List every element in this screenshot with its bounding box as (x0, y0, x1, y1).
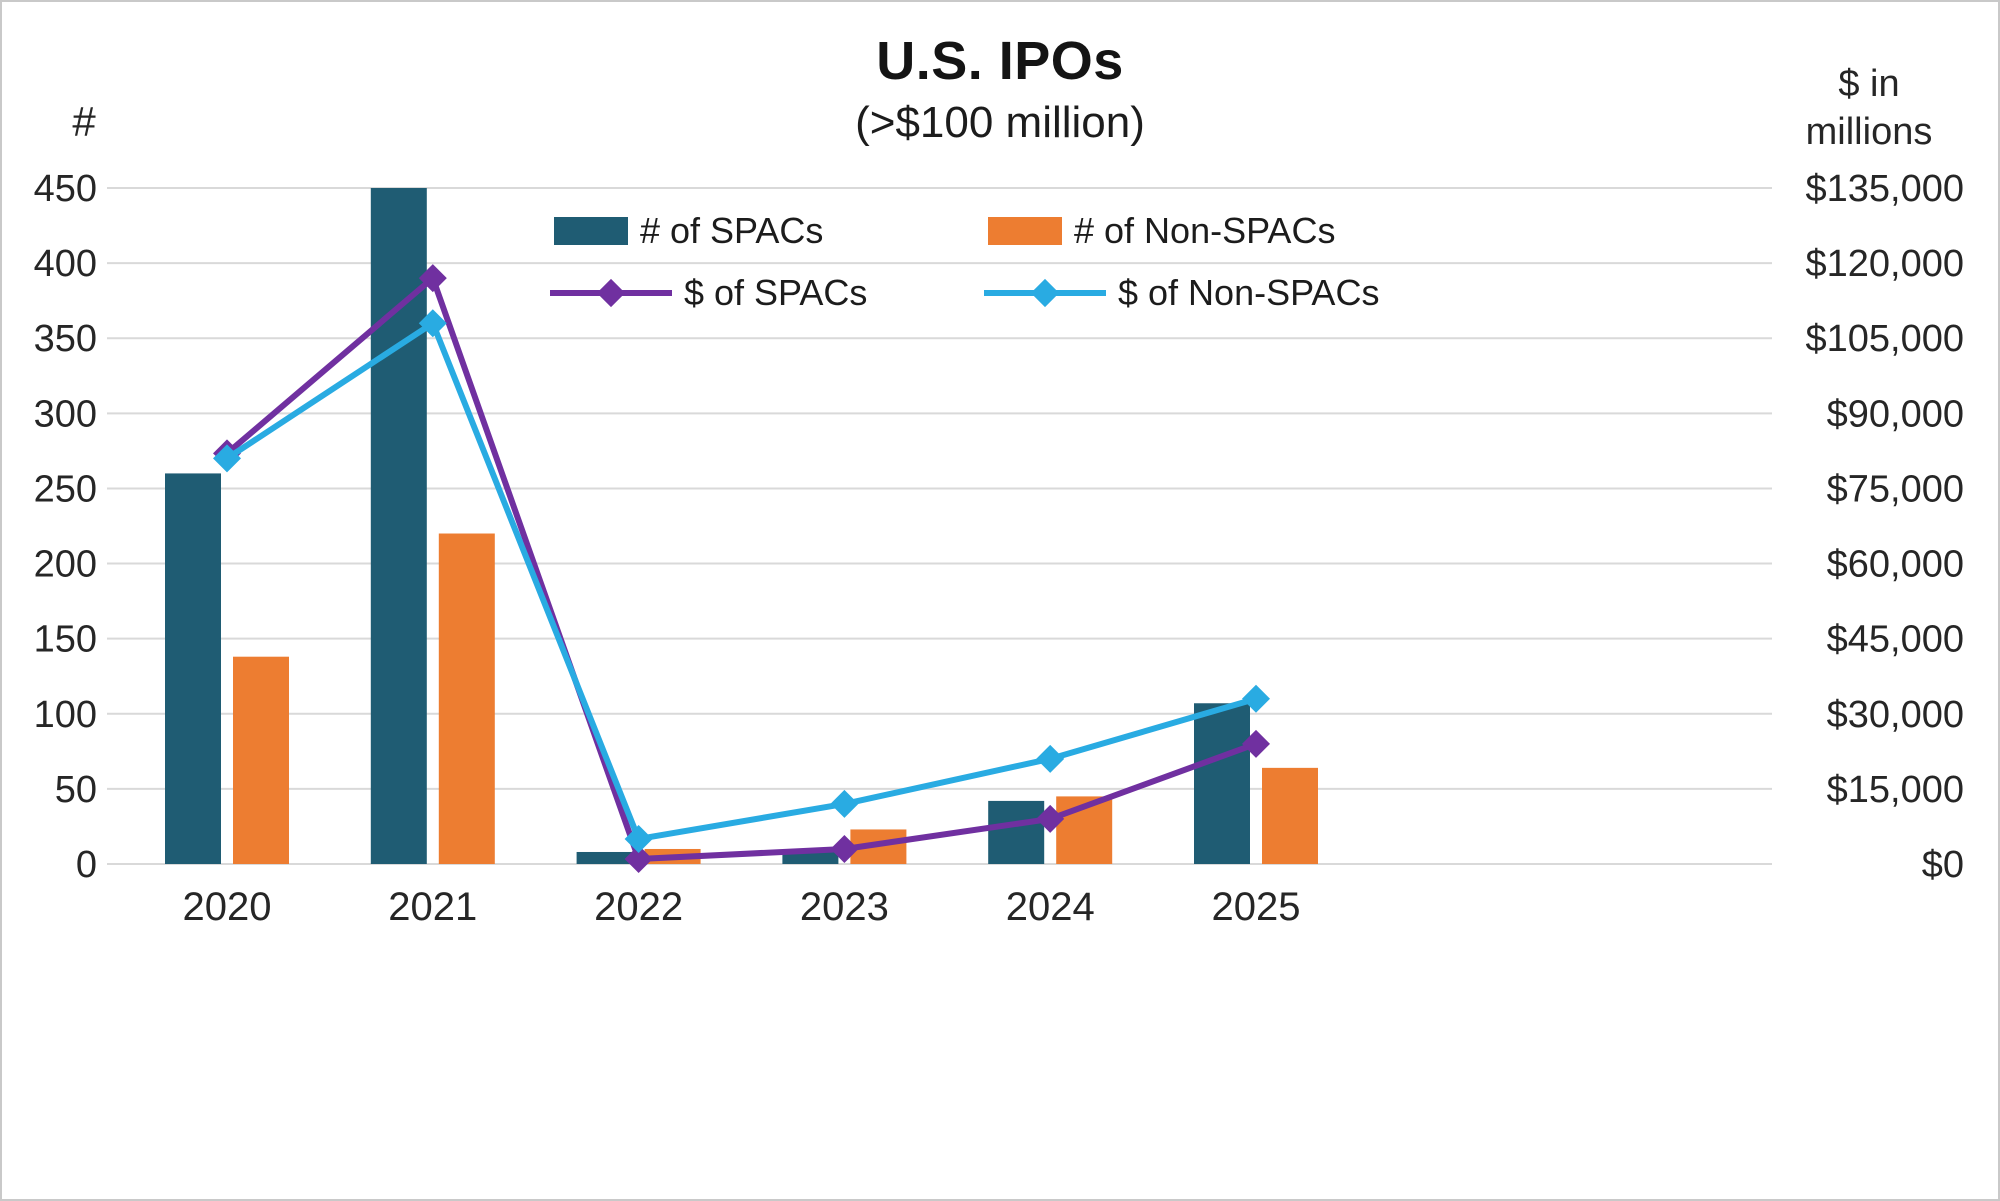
marker-spac_dollars-2023 (830, 834, 859, 863)
svg-text:$135,000: $135,000 (1806, 168, 1965, 210)
svg-text:50: 50 (55, 769, 97, 811)
svg-text:2025: 2025 (1212, 885, 1301, 929)
svg-text:$90,000: $90,000 (1827, 393, 1964, 435)
svg-text:2022: 2022 (594, 885, 683, 929)
right-tick-labels: $0 $15,000 $30,000 $45,000 $60,000 $75,000 $90… (1806, 168, 1965, 886)
marker-spac_dollars-2024 (1036, 804, 1065, 833)
bars-spac_count (165, 188, 1250, 864)
right-axis-unit-label: $ in millions (1764, 60, 1974, 156)
bars-nonspac_count (233, 533, 1318, 864)
bar-nonspac_count-2025 (1262, 767, 1318, 864)
legend-bar-swatch-spac-icon (554, 217, 628, 245)
bar-spac_count-2024 (988, 800, 1045, 864)
svg-text:2020: 2020 (183, 885, 272, 929)
marker-nonspac_dollars-2022 (624, 824, 653, 853)
bar-spac_count-2021 (370, 188, 427, 864)
marker-spac_dollars-2021 (418, 264, 447, 293)
svg-text:250: 250 (34, 468, 97, 510)
marker-spac_dollars-2025 (1242, 729, 1270, 758)
svg-text:2024: 2024 (1006, 885, 1095, 929)
svg-text:$15,000: $15,000 (1827, 769, 1964, 811)
chart-legend: # of SPACs # of Non-SPACs $ of SPACs $ o… (550, 210, 1379, 320)
legend-label-dollar-nonspacs: $ of Non-SPACs (1118, 272, 1380, 313)
legend-bar-swatch-nonspac-icon (988, 217, 1062, 245)
svg-text:150: 150 (34, 619, 97, 661)
legend-item-num-spacs: # of SPACs (554, 210, 823, 252)
marker-nonspac_dollars-2021 (418, 309, 447, 338)
marker-nonspac_dollars-2023 (830, 789, 859, 818)
line-spac_dollars (213, 264, 1270, 873)
left-tick-labels: 0 50 100 150 200 250 300 350 400 450 (34, 168, 97, 886)
marker-nonspac_dollars-2020 (213, 444, 241, 473)
marker-nonspac_dollars-2025 (1242, 684, 1270, 713)
legend-label-dollar-spacs: $ of SPACs (684, 272, 868, 313)
bar-nonspac_count-2020 (233, 656, 289, 864)
svg-text:$120,000: $120,000 (1806, 243, 1965, 285)
svg-text:2023: 2023 (800, 885, 889, 929)
svg-text:300: 300 (34, 393, 97, 435)
legend-item-dollar-spacs: $ of SPACs (550, 272, 867, 314)
svg-text:$30,000: $30,000 (1827, 694, 1964, 736)
svg-text:$105,000: $105,000 (1806, 318, 1965, 360)
bar-spac_count-2022 (576, 851, 633, 864)
svg-text:2021: 2021 (388, 885, 477, 929)
legend-label-num-nonspacs: # of Non-SPACs (1074, 210, 1336, 251)
svg-text:400: 400 (34, 243, 97, 285)
marker-nonspac_dollars-2024 (1036, 744, 1065, 773)
legend-line-marker-spac-icon (550, 278, 672, 308)
svg-text:$75,000: $75,000 (1827, 468, 1964, 510)
svg-text:350: 350 (34, 318, 97, 360)
left-axis-unit-label: # (72, 98, 96, 145)
bar-spac_count-2020 (165, 473, 221, 864)
svg-text:$0: $0 (1922, 844, 1964, 886)
bar-nonspac_count-2021 (438, 533, 495, 864)
chart-title: U.S. IPOs (876, 31, 1124, 91)
legend-line-marker-nonspac-icon (984, 278, 1106, 308)
svg-text:200: 200 (34, 544, 97, 586)
x-axis-labels: 2020 2021 2022 2023 2024 2025 (183, 885, 1301, 929)
line-nonspac_dollars (213, 309, 1270, 853)
legend-item-dollar-nonspacs: $ of Non-SPACs (984, 272, 1379, 314)
chart-subtitle: (>$100 million) (855, 98, 1145, 147)
right-axis-unit-line2: millions (1805, 111, 1933, 153)
svg-text:$45,000: $45,000 (1827, 619, 1964, 661)
svg-text:0: 0 (76, 844, 97, 886)
right-axis-unit-line1: $ in (1838, 63, 1900, 105)
legend-label-num-spacs: # of SPACs (640, 210, 824, 251)
legend-item-num-nonspacs: # of Non-SPACs (988, 210, 1335, 252)
svg-text:450: 450 (34, 168, 97, 210)
bar-spac_count-2025 (1194, 703, 1250, 864)
svg-text:100: 100 (34, 694, 97, 736)
marker-spac_dollars-2022 (624, 844, 653, 873)
svg-text:$60,000: $60,000 (1827, 544, 1964, 586)
